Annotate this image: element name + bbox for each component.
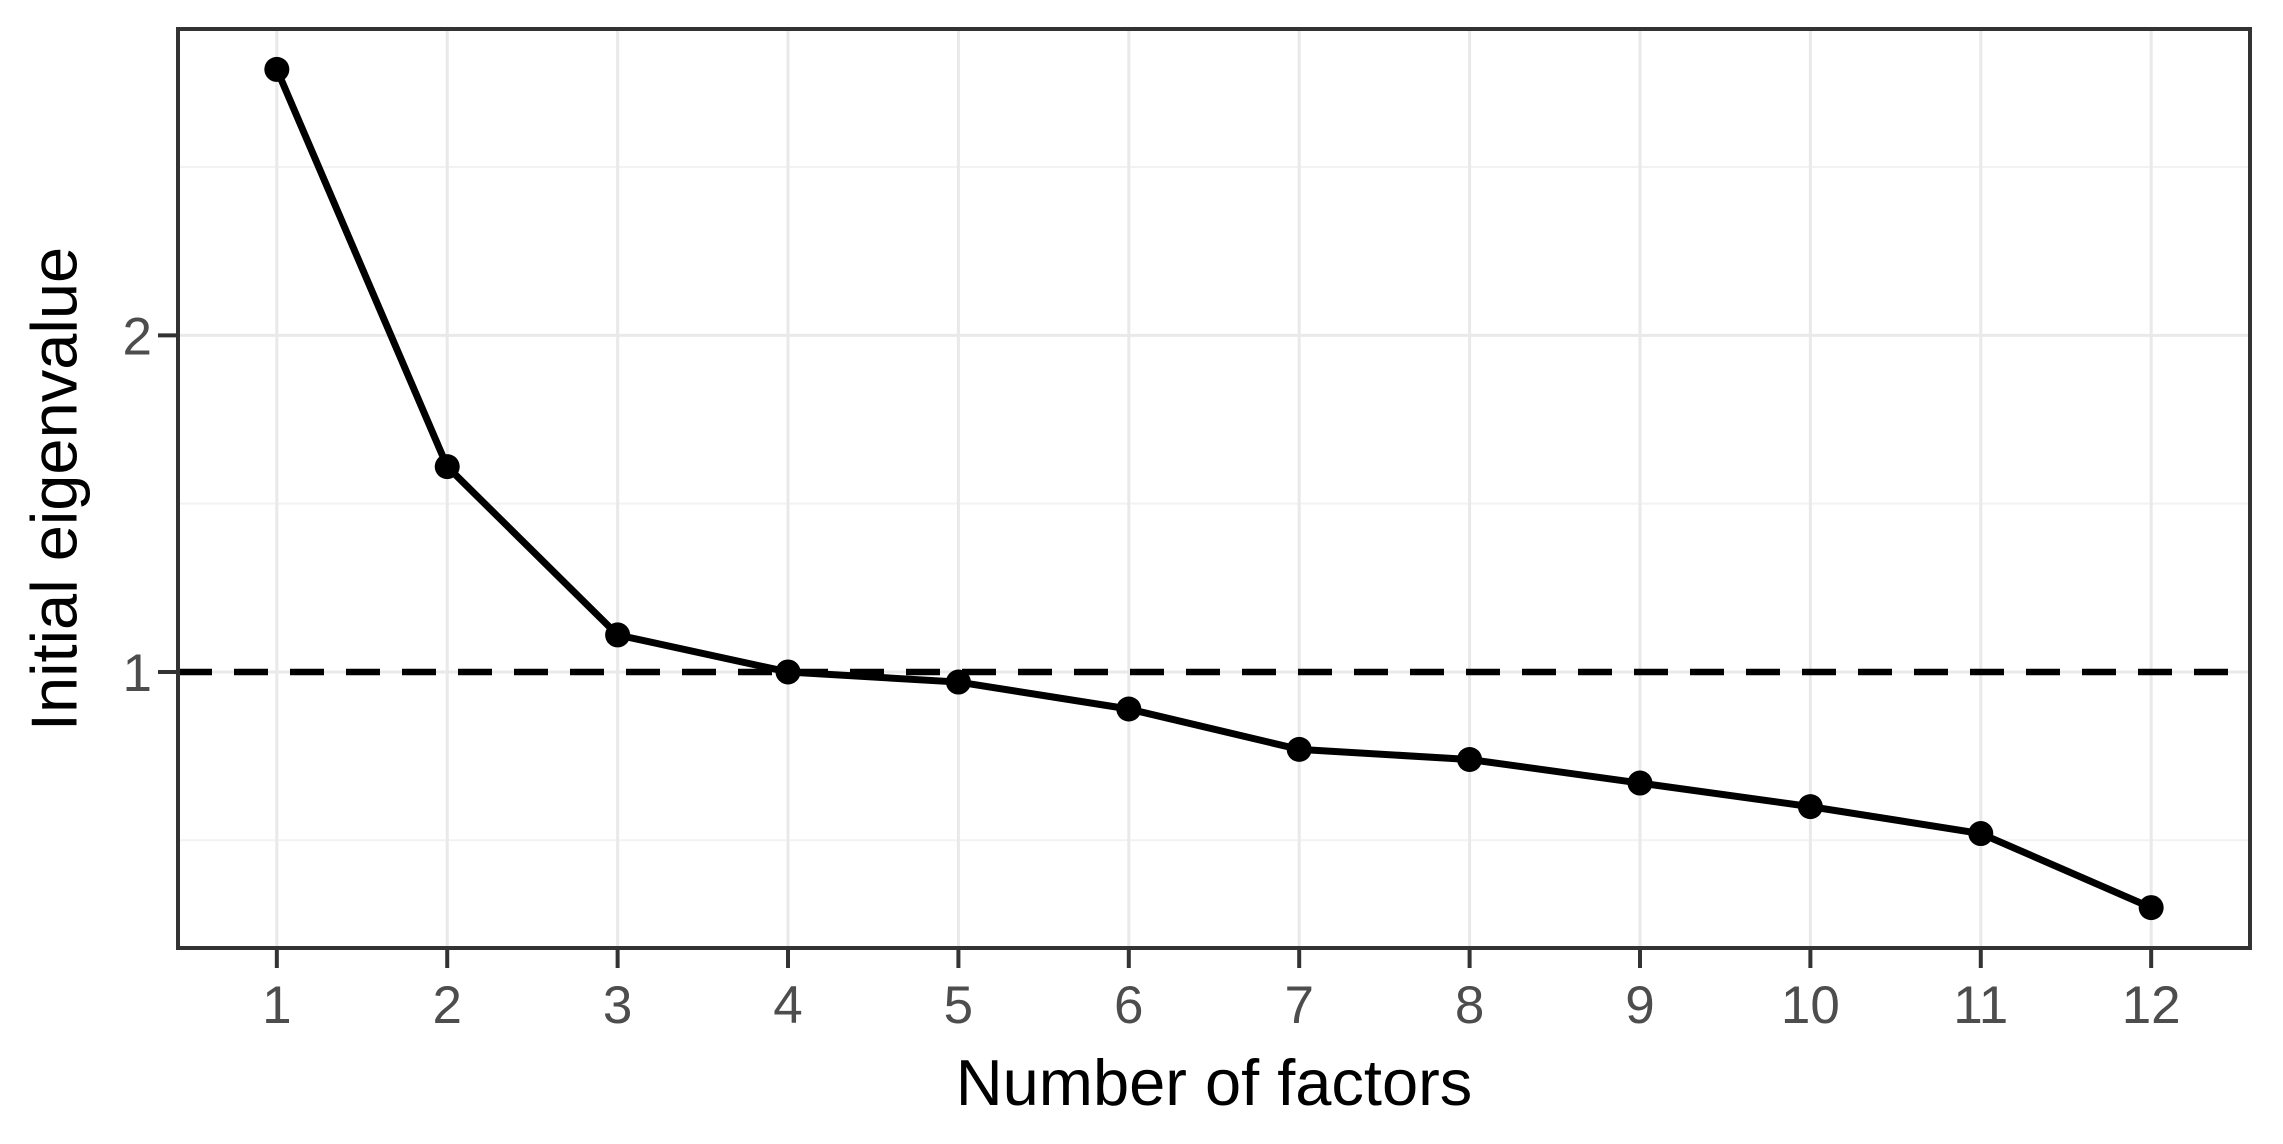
- x-tick-label: 2: [432, 976, 461, 1035]
- x-tick-label: 6: [1114, 976, 1143, 1035]
- x-axis-title: Number of factors: [956, 1046, 1473, 1119]
- data-point: [775, 659, 801, 685]
- x-tick-label: 10: [1781, 976, 1840, 1035]
- data-point: [945, 669, 971, 695]
- data-point: [2138, 895, 2164, 921]
- data-point: [1627, 770, 1653, 796]
- y-tick-label: 1: [123, 644, 152, 703]
- x-tick-label: 3: [603, 976, 632, 1035]
- data-point: [1457, 746, 1483, 772]
- data-point: [1116, 696, 1142, 722]
- x-tick-label: 12: [2122, 976, 2181, 1035]
- panel-border: [176, 27, 2252, 950]
- y-axis-title: Initial eigenvalue: [18, 247, 91, 731]
- data-point: [434, 454, 460, 480]
- x-tick-label: 1: [262, 976, 291, 1035]
- x-tick-label: 5: [944, 976, 973, 1035]
- eigenvalue-line: [273, 65, 2155, 912]
- x-tick-label: 9: [1625, 976, 1654, 1035]
- x-tick-label: 11: [1953, 976, 2008, 1035]
- data-point: [264, 56, 290, 82]
- y-tick-label: 2: [123, 307, 152, 366]
- data-point: [1797, 794, 1823, 820]
- panel-background: [178, 29, 2250, 948]
- data-point: [1286, 736, 1312, 762]
- x-tick-label: 8: [1455, 976, 1484, 1035]
- x-tick-label: 4: [773, 976, 802, 1035]
- x-tick-label: 7: [1284, 976, 1313, 1035]
- data-point: [1968, 821, 1994, 847]
- data-point: [605, 622, 631, 648]
